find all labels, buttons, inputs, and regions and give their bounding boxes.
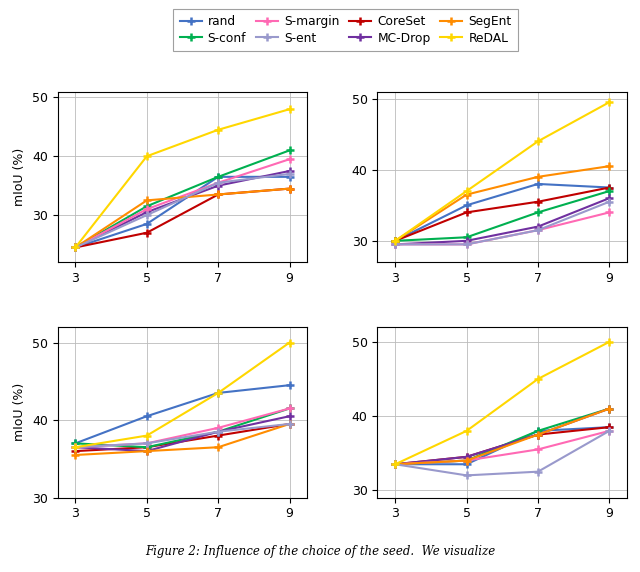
Y-axis label: mIoU (%): mIoU (%): [13, 383, 26, 442]
Text: Figure 2: Influence of the choice of the seed.  We visualize: Figure 2: Influence of the choice of the…: [145, 545, 495, 558]
Y-axis label: mIoU (%): mIoU (%): [13, 148, 26, 206]
Legend: rand, S-conf, S-margin, S-ent, CoreSet, MC-Drop, SegEnt, ReDAL: rand, S-conf, S-margin, S-ent, CoreSet, …: [173, 9, 518, 51]
